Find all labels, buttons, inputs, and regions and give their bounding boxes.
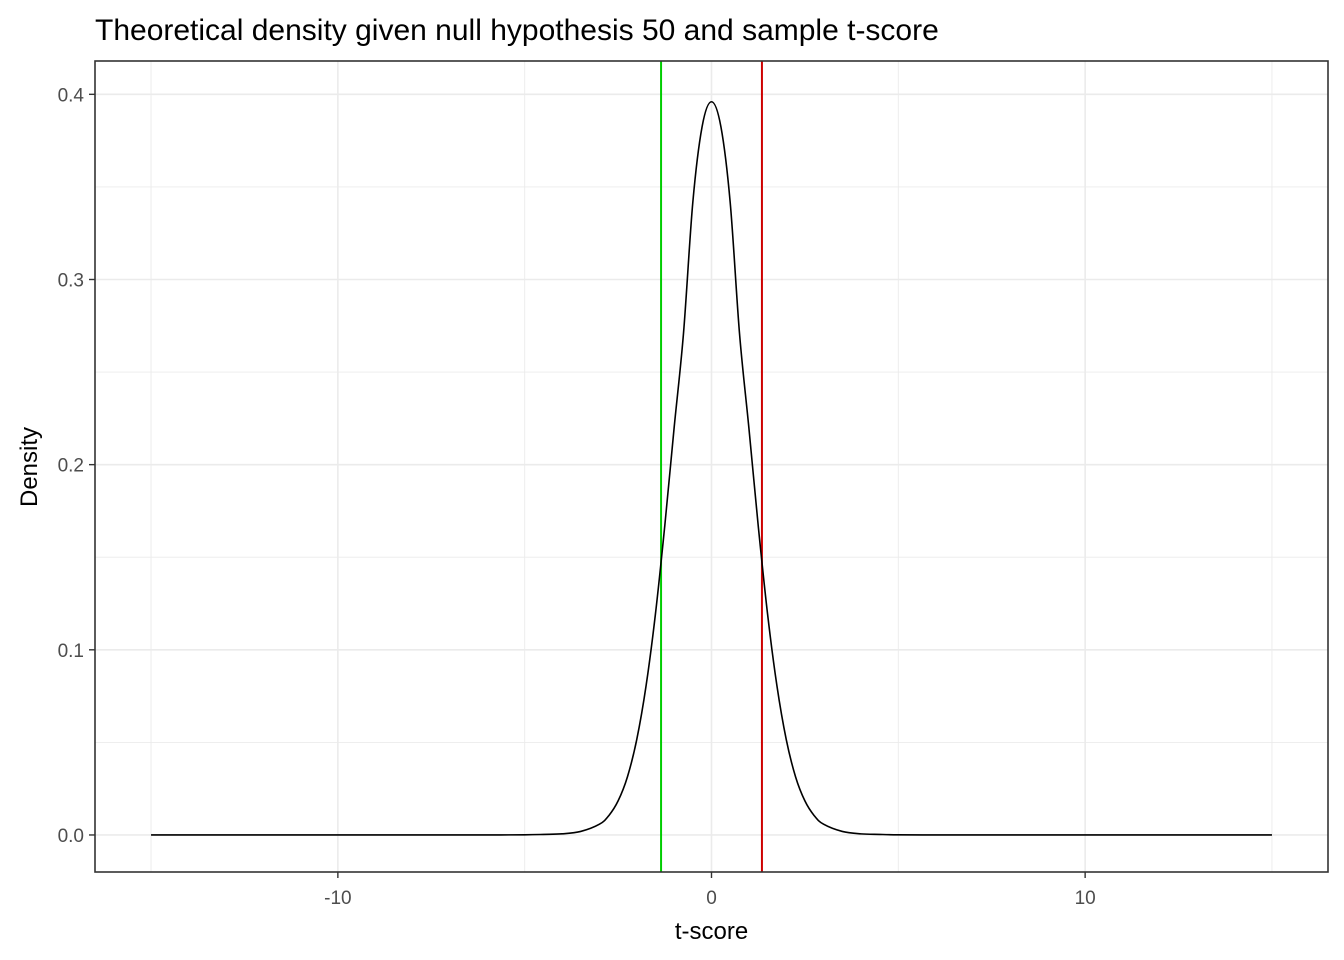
density-curve-1 [151,100,1272,836]
x-axis-ticks: -10 0 10 [324,872,1096,909]
y-tick-label: 0.4 [58,85,85,106]
chart-title: Theoretical density given null hypothesi… [95,14,939,47]
y-tick-label: 0.0 [58,826,84,847]
density-curves [151,100,1272,836]
y-tick-label: 0.2 [58,456,84,477]
x-tick-label: -10 [324,888,351,909]
x-tick-label: 0 [706,888,717,909]
reference-lines [660,61,763,872]
y-tick-label: 0.1 [58,641,84,662]
x-tick-label: 10 [1075,888,1096,909]
x-axis-title: t-score [675,918,748,945]
y-axis-title: Density [16,427,43,507]
y-tick-label: 0.3 [58,270,84,291]
y-axis-ticks: 0.0 0.1 0.2 0.3 0.4 [58,85,95,847]
major-gridlines [95,61,1328,872]
